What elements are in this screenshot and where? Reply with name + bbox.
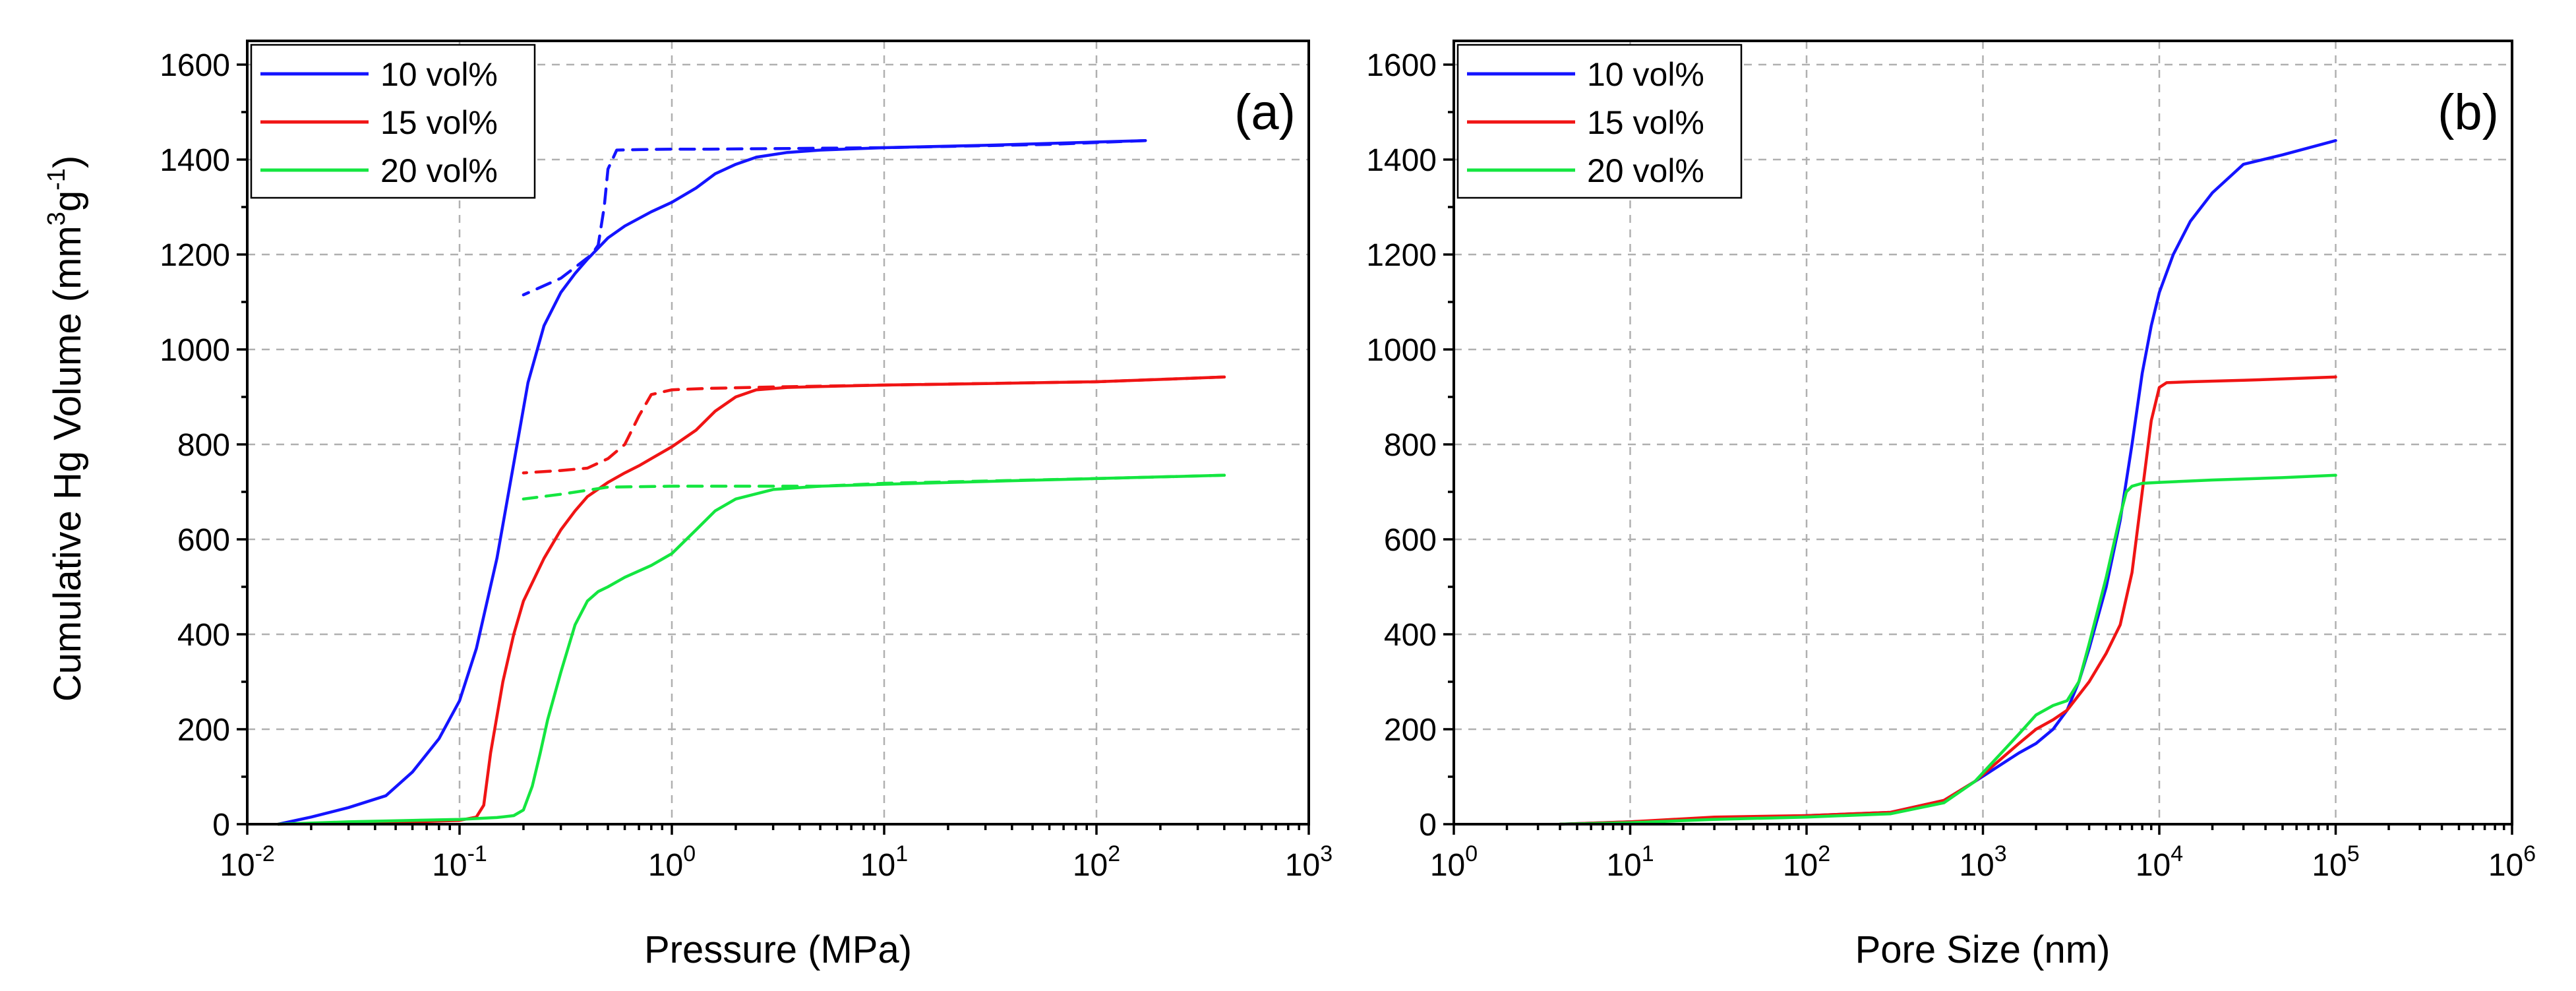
legend-label: 15 vol% xyxy=(380,104,498,141)
panel-a-ytick-labels: 0 200 400 600 800 1000 1200 1400 1600 xyxy=(160,48,230,843)
y-tick-label: 1200 xyxy=(160,238,230,273)
x-tick-label: 10-2 xyxy=(220,841,275,883)
legend-label: 15 vol% xyxy=(1587,104,1704,141)
x-tick-label: 106 xyxy=(2488,841,2536,883)
x-tick-label: 101 xyxy=(860,841,908,883)
panel-b-ytick-labels: 0 200 400 600 800 1000 1200 1400 1600 xyxy=(1366,48,1437,843)
panel-a-frame xyxy=(246,40,1310,826)
y-tick-label: 1600 xyxy=(1366,48,1437,83)
panel-a-legend: 10 vol% 15 vol% 20 vol% xyxy=(250,44,536,199)
y-tick-label: 0 xyxy=(212,808,230,843)
x-tick-label: 101 xyxy=(1606,841,1654,883)
panel-b-legend: 10 vol% 15 vol% 20 vol% xyxy=(1456,44,1743,199)
panel-a-xtick-labels: 10-2 10-1 100 101 102 103 xyxy=(220,841,1333,883)
x-tick-label: 105 xyxy=(2312,841,2359,883)
series-20-vol-solid-line xyxy=(1558,473,2337,826)
x-tick-label: 10-1 xyxy=(432,841,487,883)
x-tick-label: 102 xyxy=(1783,841,1830,883)
panel-a-series xyxy=(276,138,1226,826)
panel-b-series xyxy=(1558,138,2337,826)
legend-label: 10 vol% xyxy=(380,56,498,93)
legend-label: 20 vol% xyxy=(1587,152,1704,189)
series-20-vol-dashed-line xyxy=(522,473,1226,501)
panel-b-ticks xyxy=(1443,63,2513,835)
panel-a-ticks xyxy=(237,63,1310,835)
panel-b-x-axis-title: Pore Size (nm) xyxy=(1855,928,2111,971)
y-tick-label: 200 xyxy=(1384,713,1437,748)
x-tick-label: 103 xyxy=(1959,841,2006,883)
panel-b-xtick-labels: 100 101 102 103 104 105 106 xyxy=(1430,841,2536,883)
x-tick-label: 102 xyxy=(1073,841,1120,883)
y-tick-label: 1200 xyxy=(1366,238,1437,273)
x-tick-label: 103 xyxy=(1285,841,1333,883)
y-tick-label: 800 xyxy=(1384,428,1437,463)
y-tick-label: 0 xyxy=(1419,808,1437,843)
y-tick-label: 1000 xyxy=(160,333,230,368)
legend-label: 10 vol% xyxy=(1587,56,1704,93)
y-tick-label: 200 xyxy=(177,713,230,748)
panel-b-label: (b) xyxy=(2438,84,2499,140)
x-tick-label: 100 xyxy=(1430,841,1478,883)
y-tick-label: 1600 xyxy=(160,48,230,83)
legend-label: 20 vol% xyxy=(380,152,498,189)
x-tick-label: 104 xyxy=(2136,841,2183,883)
y-tick-label: 400 xyxy=(1384,618,1437,653)
y-tick-label: 1400 xyxy=(160,143,230,178)
y-tick-label: 800 xyxy=(177,428,230,463)
y-axis-title: Cumulative Hg Volume (mm3g-1) xyxy=(43,156,89,702)
y-tick-label: 600 xyxy=(1384,523,1437,558)
y-tick-label: 1400 xyxy=(1366,143,1437,178)
panel-a-label: (a) xyxy=(1234,84,1296,140)
y-tick-label: 600 xyxy=(177,523,230,558)
y-tick-label: 1000 xyxy=(1366,333,1437,368)
series-15-vol-dashed-line xyxy=(522,375,1226,475)
y-tick-label: 400 xyxy=(177,618,230,653)
panel-a-x-axis-title: Pressure (MPa) xyxy=(644,928,912,971)
series-20-vol-solid-line xyxy=(276,473,1226,826)
x-tick-label: 100 xyxy=(648,841,696,883)
